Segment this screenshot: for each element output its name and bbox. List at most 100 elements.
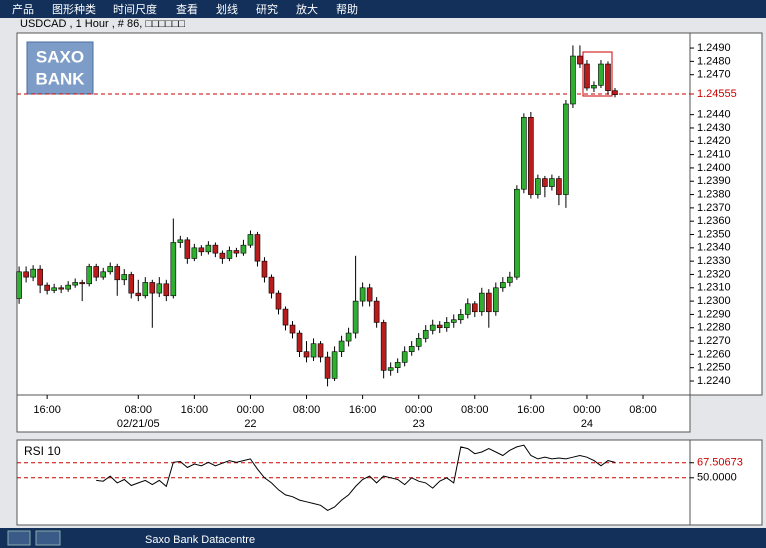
rsi-title: RSI 10 — [24, 444, 61, 458]
menu-item[interactable]: 产品 — [12, 2, 34, 16]
menu-item[interactable]: 放大 — [296, 2, 318, 16]
status-button[interactable] — [35, 530, 61, 546]
candle-body — [478, 292, 485, 313]
x-date-label: 24 — [581, 418, 593, 430]
candle-body — [79, 282, 85, 285]
x-tick-label: 08:00 — [629, 404, 657, 416]
y-tick-label: 1.2360 — [697, 215, 731, 227]
rsi-line — [96, 444, 616, 511]
y-tick-label: 1.2330 — [697, 255, 731, 267]
candle-body — [219, 252, 226, 259]
menu-item[interactable]: 时间尺度 — [113, 2, 157, 16]
candle-body — [457, 314, 464, 321]
candle-body — [464, 303, 471, 315]
candle-body — [184, 239, 191, 259]
candle-body — [37, 268, 43, 286]
x-tick-label: 16:00 — [181, 404, 209, 416]
candle-body — [114, 266, 121, 281]
y-tick-label: 1.2300 — [697, 295, 731, 307]
menu-item[interactable]: 划线 — [216, 2, 238, 16]
x-tick-label: 00:00 — [237, 404, 265, 416]
menu: 产品 图形种类 时间尺度 查看 划线 研究 放大 帮助 — [12, 2, 358, 16]
candle-body — [331, 351, 338, 379]
highlight-box — [582, 51, 613, 97]
time-axis-panel — [16, 394, 691, 433]
candle-body — [443, 322, 450, 329]
y-tick-label: 1.2240 — [697, 375, 731, 387]
logo-text: BANK — [35, 69, 85, 88]
y-tick-label: 1.2390 — [697, 175, 731, 187]
y-tick-label: 1.2440 — [697, 109, 731, 121]
x-tick-label: 16:00 — [349, 404, 377, 416]
x-tick-label: 08:00 — [125, 404, 153, 416]
candle-body — [415, 338, 422, 347]
candle-body — [387, 367, 394, 371]
candle-body — [380, 322, 387, 371]
candle-body — [514, 188, 520, 278]
price-panel — [16, 32, 691, 396]
candle-body — [240, 244, 247, 254]
x-tick-label: 00:00 — [573, 404, 601, 416]
candle-body — [72, 282, 78, 286]
rsi-panel — [16, 439, 691, 526]
x-tick-label: 16:00 — [33, 404, 61, 416]
candle-body — [100, 271, 107, 278]
candle-body — [233, 250, 240, 254]
status-text: Saxo Bank Datacentre — [145, 534, 255, 546]
candle-body — [303, 351, 310, 358]
candle-body — [268, 276, 275, 294]
candle-body — [198, 247, 205, 253]
menu-item[interactable]: 研究 — [256, 2, 278, 16]
candle-body — [401, 351, 408, 363]
y-tick-label: 50.0000 — [697, 472, 737, 484]
candle-body — [591, 85, 597, 89]
candle-body — [436, 324, 443, 329]
candle-body — [563, 103, 569, 195]
y-tick-label: 1.2340 — [697, 242, 731, 254]
candle-body — [191, 247, 198, 259]
y-tick-label: 1.2380 — [697, 188, 731, 200]
y-tick-label: 1.2310 — [697, 282, 731, 294]
menu-item[interactable]: 图形种类 — [52, 2, 96, 16]
candle-body — [135, 292, 142, 297]
candle-body — [226, 250, 233, 259]
candle-body — [30, 268, 36, 278]
candle-body — [170, 242, 177, 297]
candle-body — [128, 274, 135, 294]
x-tick-label: 16:00 — [517, 404, 545, 416]
y-tick-label: 1.2490 — [697, 42, 731, 54]
price-line-label: 1.24555 — [697, 88, 737, 100]
candle-body — [408, 346, 415, 353]
status-button[interactable] — [7, 530, 31, 546]
x-tick-label: 08:00 — [293, 404, 321, 416]
candle-body — [366, 287, 373, 302]
candle-body — [121, 274, 128, 281]
candle-body — [296, 332, 303, 353]
candle-body — [163, 283, 170, 297]
candle-body — [570, 55, 576, 105]
candle-body — [212, 244, 219, 254]
rsi-axis-panel — [689, 439, 763, 526]
menu-item[interactable]: 帮助 — [336, 2, 358, 16]
y-tick-label: 1.2320 — [697, 268, 731, 280]
candle-body — [142, 282, 149, 297]
candle-body — [156, 283, 163, 294]
candle-body — [261, 260, 268, 278]
candle-body — [247, 234, 254, 246]
candle-body — [16, 271, 22, 299]
y-tick-label: 1.2470 — [697, 69, 731, 81]
candle-body — [317, 343, 324, 358]
candle-body — [535, 178, 541, 195]
candle-body — [542, 178, 548, 187]
candle-body — [507, 276, 513, 283]
x-date-label: 02/21/05 — [117, 418, 160, 430]
candle-body — [352, 300, 359, 334]
candle-body — [86, 266, 93, 285]
candle-body — [51, 287, 57, 291]
menu-item[interactable]: 查看 — [176, 2, 198, 16]
y-tick-label: 1.2260 — [697, 348, 731, 360]
candle-body — [177, 239, 184, 243]
candle-body — [107, 266, 114, 273]
candle-body — [577, 55, 583, 65]
x-tick-label: 08:00 — [461, 404, 489, 416]
